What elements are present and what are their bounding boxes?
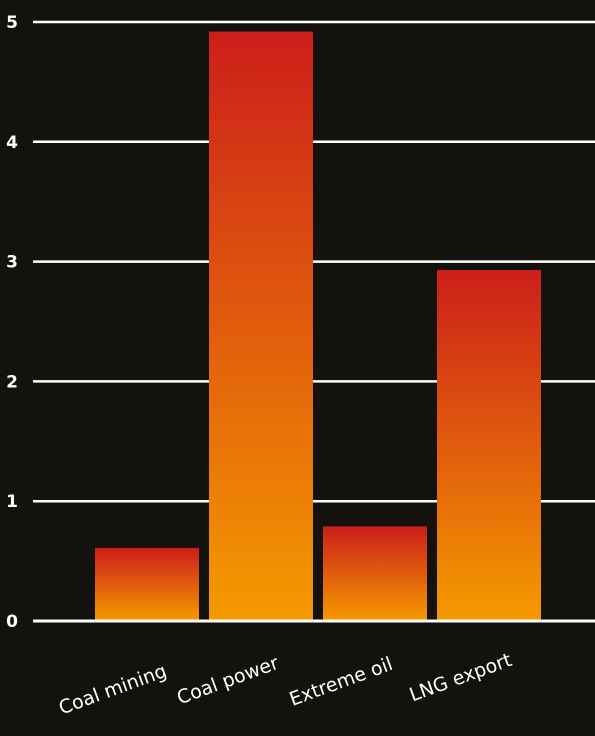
y-tick-label: 4 xyxy=(6,133,18,153)
y-tick-label: 3 xyxy=(6,253,18,273)
bar-lng-export xyxy=(437,269,541,621)
y-tick-label: 1 xyxy=(6,492,18,512)
x-tick-label: Extreme oil xyxy=(287,653,396,711)
y-axis-ticks: 0 1 2 3 4 5 xyxy=(6,13,18,632)
bars xyxy=(95,31,541,622)
bar-coal-mining xyxy=(95,547,199,621)
bar-extreme-oil xyxy=(323,526,427,621)
bar-coal-power xyxy=(209,31,313,622)
x-tick-label: Coal mining xyxy=(56,660,170,719)
x-tick-label: Coal power xyxy=(174,652,282,709)
y-tick-label: 0 xyxy=(6,612,18,632)
x-axis-ticks: Coal mining Coal power Extreme oil LNG expo… xyxy=(56,649,515,719)
y-tick-label: 2 xyxy=(6,372,18,392)
y-tick-label: 5 xyxy=(6,13,18,33)
x-tick-label: LNG export xyxy=(407,649,515,706)
